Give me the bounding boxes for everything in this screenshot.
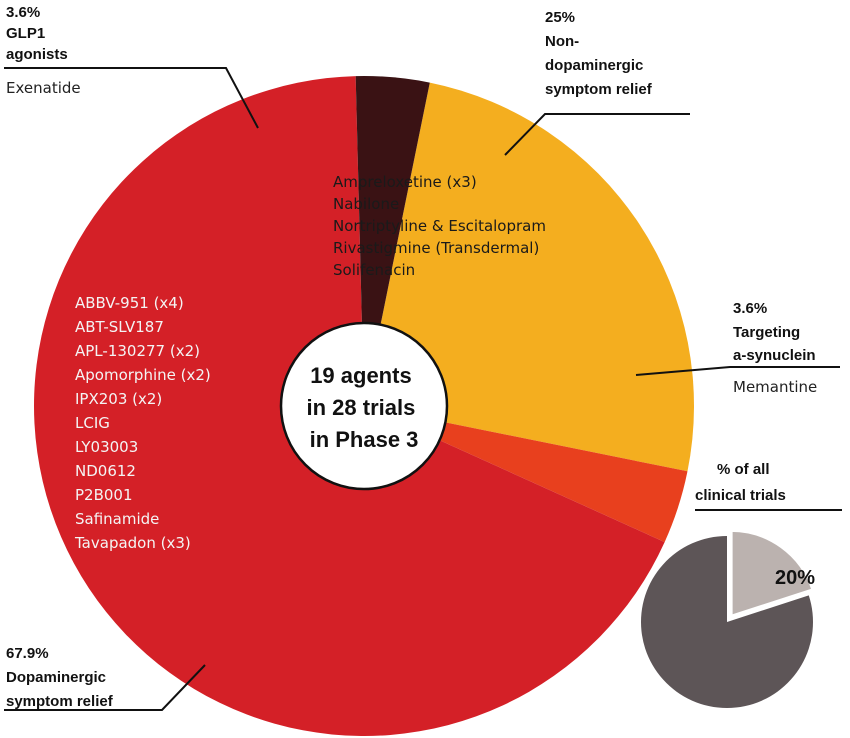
inset-pie-slice-0 <box>729 528 815 619</box>
glp1-label-line-1: GLP1 <box>6 25 45 42</box>
dopaminergic-label-line-2: symptom relief <box>6 693 114 710</box>
inset-slice-value-label: 20% <box>775 567 815 589</box>
main-pie-slice-1 <box>364 406 688 543</box>
synuclein-label-line-1: Targeting <box>733 324 800 341</box>
leader-line-glp1 <box>4 67 259 129</box>
agent-list-item: Nortriptyline & Escitalopram <box>333 217 546 235</box>
main-pie-slice-0 <box>364 82 695 472</box>
nondopaminergic-label-line-3: symptom relief <box>545 81 653 98</box>
synuclein-percent: 3.6% <box>733 300 767 317</box>
agent-list-item: Safinamide <box>75 510 159 528</box>
nondopaminergic-label-line-1: Non- <box>545 33 579 50</box>
agent-list-item: IPX203 (x2) <box>75 390 162 408</box>
center-circle <box>279 321 449 491</box>
agent-list-item: APL-130277 (x2) <box>75 342 200 360</box>
agent-list-item: Apomorphine (x2) <box>75 366 211 384</box>
synuclein-label-line-2: a-synuclein <box>733 347 816 364</box>
nondopaminergic-percent: 25% <box>545 9 575 26</box>
agent-list-item: Rivastigmine (Transdermal) <box>333 239 539 257</box>
agent-list-item: LY03003 <box>75 438 138 456</box>
nondopaminergic-agent-list: Ampreloxetine (x3) Nabilone Nortriptylin… <box>333 173 546 279</box>
agent-list-item: ABT-SLV187 <box>75 318 164 336</box>
dopaminergic-agent-list: ABBV-951 (x4) ABT-SLV187 APL-130277 (x2)… <box>74 294 211 552</box>
agent-list-item: Solifenacin <box>333 261 415 279</box>
inset-title-line-1: % of all <box>717 461 770 478</box>
leader-line-dopaminergic <box>4 664 206 711</box>
inset-title-line-2: clinical trials <box>695 487 786 504</box>
dopaminergic-percent: 67.9% <box>6 645 49 662</box>
dopaminergic-label-line-1: Dopaminergic <box>6 669 106 686</box>
center-label-line-2: in 28 trials <box>307 395 416 420</box>
synuclein-agent: Memantine <box>733 378 817 396</box>
glp1-label-line-2: agonists <box>6 46 68 63</box>
center-label-line-3: in Phase 3 <box>310 427 419 452</box>
agent-list-item: LCIG <box>75 414 110 432</box>
inset-pie-slice-1 <box>641 536 814 708</box>
agent-list-item: ABBV-951 (x4) <box>75 294 184 312</box>
agent-list-item: ND0612 <box>75 462 136 480</box>
leader-line-synuclein <box>635 366 840 376</box>
inset-pie <box>641 528 815 708</box>
agent-list-item: Tavapadon (x3) <box>74 534 191 552</box>
agent-list-item: Ampreloxetine (x3) <box>333 173 477 191</box>
agent-list-item: P2B001 <box>75 486 133 504</box>
glp1-agent: Exenatide <box>6 79 81 97</box>
center-label-line-1: 19 agents <box>310 363 412 388</box>
leader-lines <box>4 67 840 711</box>
center-label: 19 agents in 28 trials in Phase 3 <box>307 363 422 452</box>
agent-list-item: Nabilone <box>333 195 399 213</box>
glp1-percent: 3.6% <box>6 4 40 21</box>
leader-line-nondopaminergic <box>504 113 690 156</box>
nondopaminergic-label-line-2: dopaminergic <box>545 57 643 74</box>
